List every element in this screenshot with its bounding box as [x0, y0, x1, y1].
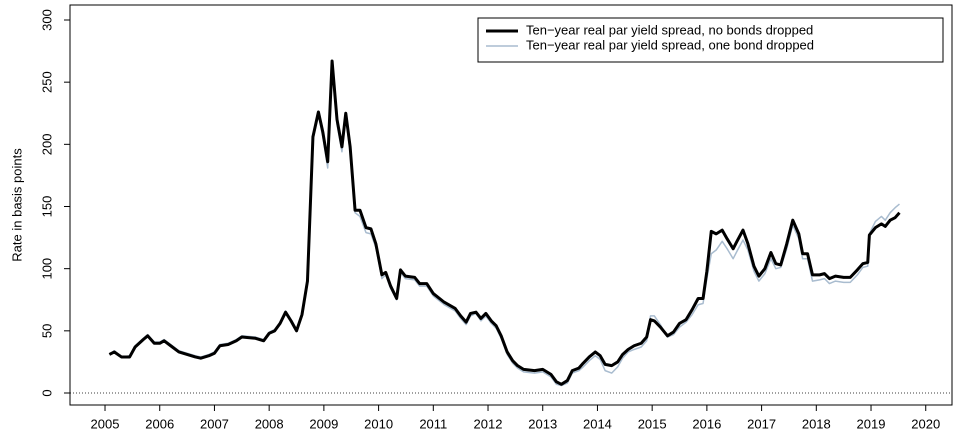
- plot-box: [69, 4, 953, 406]
- x-tick-label: 2014: [583, 416, 612, 431]
- line-series: [108, 59, 901, 386]
- y-tick-label: 50: [39, 324, 54, 338]
- y-tick-label: 100: [39, 258, 54, 280]
- x-tick-label: 2006: [145, 416, 174, 431]
- x-tick-label: 2015: [638, 416, 667, 431]
- y-tick-label: 150: [39, 196, 54, 218]
- x-tick-label: 2009: [309, 416, 338, 431]
- x-tick-label: 2007: [200, 416, 229, 431]
- y-tick-label: 250: [39, 71, 54, 93]
- x-tick-label: 2008: [255, 416, 284, 431]
- x-tick-label: 2019: [857, 416, 886, 431]
- legend-box: [477, 17, 944, 63]
- x-tick-label: 2018: [802, 416, 831, 431]
- x-tick-label: 2016: [692, 416, 721, 431]
- x-tick-label: 2020: [911, 416, 940, 431]
- y-tick-label: 0: [39, 389, 54, 396]
- x-tick-label: 2010: [364, 416, 393, 431]
- line-series: [108, 64, 900, 387]
- legend-label: Ten−year real par yield spread, one bond…: [526, 37, 814, 52]
- y-tick-label: 200: [39, 133, 54, 155]
- x-tick-label: 2012: [474, 416, 503, 431]
- y-tick-label: 300: [39, 9, 54, 31]
- x-tick-label: 2017: [747, 416, 776, 431]
- y-axis-label: Rate in basis points: [9, 148, 24, 262]
- x-tick-label: 2011: [419, 416, 447, 431]
- x-tick-label: 2013: [528, 416, 557, 431]
- x-tick-label: 2005: [91, 416, 120, 431]
- legend-label: Ten−year real par yield spread, no bonds…: [526, 22, 813, 37]
